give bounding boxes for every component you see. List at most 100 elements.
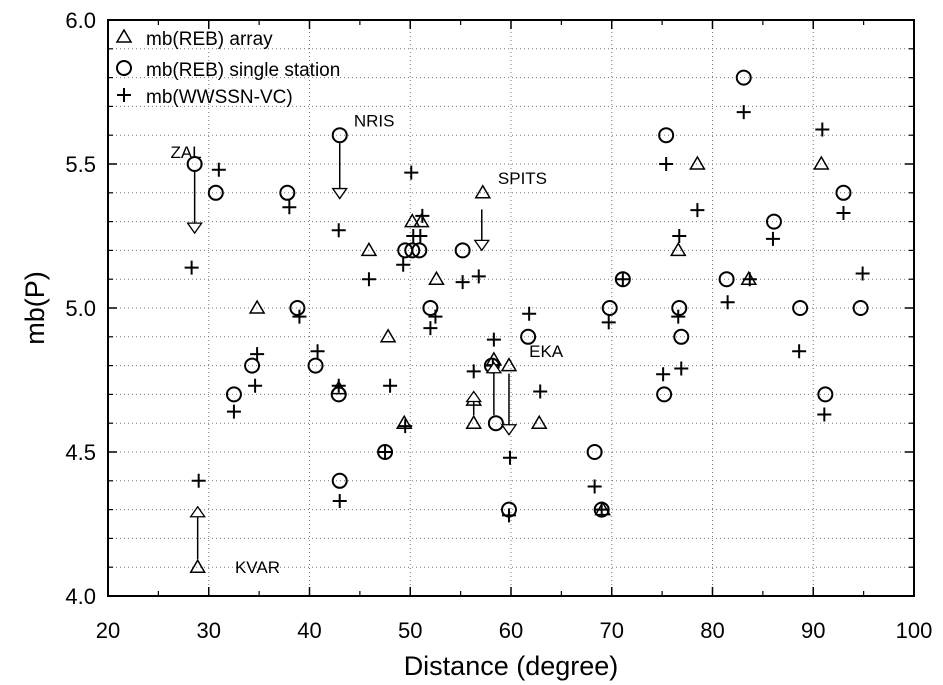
plus-point xyxy=(601,315,616,330)
annotation-arrowhead xyxy=(473,239,491,252)
station-label: EKA xyxy=(529,342,564,361)
x-tick-label: 70 xyxy=(600,618,624,643)
circle-point xyxy=(673,328,690,345)
plus-point xyxy=(332,493,347,508)
plus-point xyxy=(250,347,265,362)
plus-point xyxy=(533,384,548,399)
triangle-point xyxy=(530,414,548,429)
triangle-point xyxy=(669,241,687,257)
plus-point xyxy=(486,332,501,347)
x-tick-label: 20 xyxy=(96,618,120,643)
plus-point xyxy=(671,309,686,324)
y-tick-label: 6.0 xyxy=(65,8,96,33)
y-tick-label: 4.0 xyxy=(65,584,96,609)
x-tick-label: 40 xyxy=(297,618,321,643)
circle-point xyxy=(601,300,618,316)
plus-point xyxy=(226,404,241,419)
legend-entry-label: mb(WWSSN-VC) xyxy=(146,87,293,108)
plot-frame xyxy=(107,19,915,597)
triangle-point xyxy=(189,558,206,573)
triangle-point xyxy=(379,328,397,343)
station-label: NRIS xyxy=(354,112,395,131)
x-tick-label: 30 xyxy=(197,618,221,643)
plus-point xyxy=(310,344,325,359)
circle-point xyxy=(244,357,261,374)
axis-ticks: 20 30 40 50 60 70 80 90 100 4.0 4.5 5.0 5.5 6.0 xyxy=(65,8,932,643)
x-tick-label: 90 xyxy=(801,618,825,643)
station-label: ZAL xyxy=(170,143,201,162)
triangle-point xyxy=(360,241,378,257)
plus-point xyxy=(817,407,832,422)
annotation-arrowhead xyxy=(500,424,518,436)
circle-point xyxy=(331,472,348,489)
plus-point xyxy=(815,122,830,137)
legend-entry-label: mb(REB) single station xyxy=(146,60,340,81)
annotation-arrowhead xyxy=(189,505,206,518)
plus-point xyxy=(594,502,609,517)
plus-point xyxy=(184,260,199,275)
x-tick-label: 100 xyxy=(896,618,933,643)
annotation-arrowhead xyxy=(331,187,348,200)
plus-point xyxy=(501,508,516,523)
plus-point xyxy=(292,309,307,324)
plus-point xyxy=(428,309,443,324)
circle-point xyxy=(289,300,306,316)
plus-point xyxy=(361,272,376,287)
triangle-point xyxy=(395,414,413,429)
circle-point xyxy=(852,300,869,316)
plus-point xyxy=(331,223,346,238)
x-axis-label: Distance (degree) xyxy=(404,651,619,681)
triangle-point xyxy=(465,414,483,429)
plus-point xyxy=(191,473,206,488)
grid-lines xyxy=(108,20,914,596)
circle-point xyxy=(207,184,224,201)
plus-point xyxy=(396,257,411,272)
triangle-point xyxy=(413,213,430,228)
x-tick-label: 60 xyxy=(499,618,523,643)
circle-point xyxy=(792,300,809,316)
legend-plus-symbol xyxy=(117,88,131,102)
x-tick-label: 50 xyxy=(398,618,422,643)
plus-point xyxy=(742,272,757,287)
x-tick-label: 80 xyxy=(700,618,724,643)
annotation-arrowhead xyxy=(186,222,203,235)
station-label: KVAR xyxy=(235,558,280,577)
plus-point xyxy=(455,275,470,290)
triangle-point xyxy=(500,357,518,372)
triangle-point xyxy=(428,270,445,285)
plus-point xyxy=(522,306,537,321)
triangle-point xyxy=(689,155,706,170)
plus-point xyxy=(471,269,486,284)
plus-point xyxy=(587,479,602,494)
plus-point xyxy=(720,295,735,310)
plus-point xyxy=(248,378,263,393)
legend-circle-symbol xyxy=(116,60,132,76)
plus-point xyxy=(423,321,438,336)
y-tick-label: 5.0 xyxy=(65,296,96,321)
triangle-point xyxy=(248,299,266,314)
triangle-point xyxy=(813,155,830,170)
circle-point xyxy=(422,300,439,316)
triangle-point xyxy=(403,213,421,228)
data-marks xyxy=(184,69,870,573)
annotation-arrowhead xyxy=(485,361,503,374)
legend: mb(REB) array mb(REB) single station mb(WW… xyxy=(115,28,340,108)
plus-point xyxy=(378,445,393,459)
plus-point xyxy=(282,200,297,215)
plus-point xyxy=(656,367,671,382)
circle-point xyxy=(404,242,421,259)
plus-point xyxy=(765,231,780,246)
plus-point xyxy=(383,378,398,393)
circle-point xyxy=(411,242,428,259)
plus-point xyxy=(659,157,674,171)
circle-point xyxy=(835,184,852,201)
circle-point xyxy=(454,242,471,259)
y-tick-label: 5.5 xyxy=(65,152,96,177)
station-label: SPITS xyxy=(498,169,547,188)
plus-point xyxy=(836,205,851,220)
circle-point xyxy=(487,415,504,432)
plus-point xyxy=(855,266,870,281)
triangle-point xyxy=(474,184,492,199)
